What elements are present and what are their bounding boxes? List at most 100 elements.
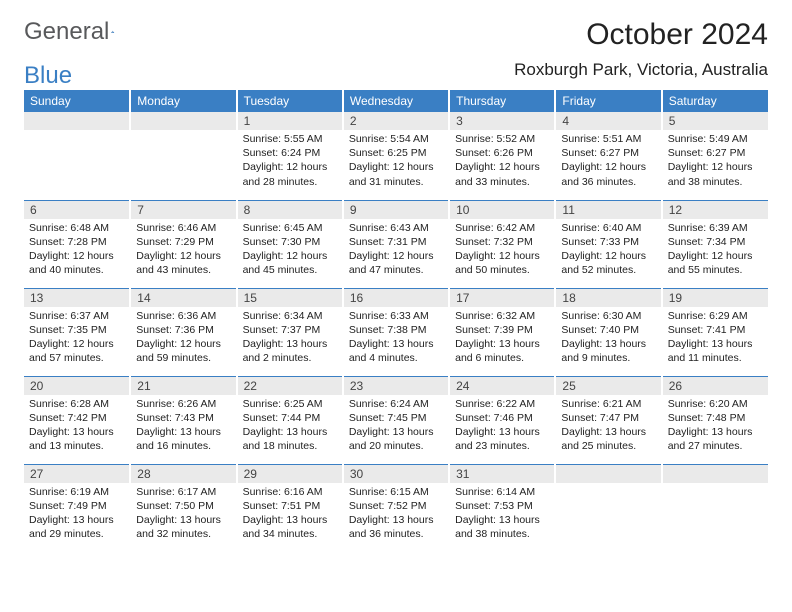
day-d1: Daylight: 13 hours [561,337,655,351]
day-number: 13 [24,289,129,307]
day-d1: Daylight: 12 hours [455,249,549,263]
day-sunset: Sunset: 6:25 PM [349,146,443,160]
day-d1: Daylight: 12 hours [349,249,443,263]
day-sunrise: Sunrise: 6:24 AM [349,397,443,411]
day-number [131,112,235,130]
brand-part2: Blue [24,62,72,90]
day-d2: and 47 minutes. [349,263,443,277]
day-number: 27 [24,465,129,483]
day-number: 14 [131,289,235,307]
calendar-day-cell: 10Sunrise: 6:42 AMSunset: 7:32 PMDayligh… [449,200,555,288]
calendar-week-row: 20Sunrise: 6:28 AMSunset: 7:42 PMDayligh… [24,376,768,464]
calendar-week-row: 27Sunrise: 6:19 AMSunset: 7:49 PMDayligh… [24,464,768,552]
weekday-header: Tuesday [237,90,343,112]
day-sunset: Sunset: 7:47 PM [561,411,655,425]
day-number: 15 [238,289,342,307]
day-number: 31 [450,465,554,483]
day-sunrise: Sunrise: 6:34 AM [243,309,337,323]
day-details: Sunrise: 6:36 AMSunset: 7:36 PMDaylight:… [131,307,235,370]
day-d2: and 23 minutes. [455,439,549,453]
day-sunset: Sunset: 7:35 PM [29,323,124,337]
calendar-day-cell: 8Sunrise: 6:45 AMSunset: 7:30 PMDaylight… [237,200,343,288]
day-sunrise: Sunrise: 6:43 AM [349,221,443,235]
weekday-header: Friday [555,90,661,112]
day-sunset: Sunset: 6:27 PM [668,146,763,160]
day-d2: and 38 minutes. [455,527,549,541]
day-sunset: Sunset: 7:28 PM [29,235,124,249]
day-number: 25 [556,377,660,395]
day-sunset: Sunset: 7:39 PM [455,323,549,337]
day-details: Sunrise: 6:34 AMSunset: 7:37 PMDaylight:… [238,307,342,370]
day-number: 26 [663,377,768,395]
day-number [24,112,129,130]
day-details: Sunrise: 6:14 AMSunset: 7:53 PMDaylight:… [450,483,554,546]
day-sunset: Sunset: 7:44 PM [243,411,337,425]
day-number: 16 [344,289,448,307]
calendar-day-cell: 31Sunrise: 6:14 AMSunset: 7:53 PMDayligh… [449,464,555,552]
day-details: Sunrise: 6:37 AMSunset: 7:35 PMDaylight:… [24,307,129,370]
day-d1: Daylight: 12 hours [349,160,443,174]
day-d1: Daylight: 12 hours [29,337,124,351]
calendar-day-cell: 7Sunrise: 6:46 AMSunset: 7:29 PMDaylight… [130,200,236,288]
calendar-day-cell: 2Sunrise: 5:54 AMSunset: 6:25 PMDaylight… [343,112,449,200]
day-number: 4 [556,112,660,130]
day-d1: Daylight: 13 hours [455,513,549,527]
day-details: Sunrise: 6:22 AMSunset: 7:46 PMDaylight:… [450,395,554,458]
calendar-day-cell: 9Sunrise: 6:43 AMSunset: 7:31 PMDaylight… [343,200,449,288]
day-d2: and 2 minutes. [243,351,337,365]
day-d1: Daylight: 13 hours [136,513,230,527]
day-sunset: Sunset: 7:38 PM [349,323,443,337]
calendar-day-cell [130,112,236,200]
calendar-day-cell: 4Sunrise: 5:51 AMSunset: 6:27 PMDaylight… [555,112,661,200]
day-details: Sunrise: 6:33 AMSunset: 7:38 PMDaylight:… [344,307,448,370]
day-details: Sunrise: 6:46 AMSunset: 7:29 PMDaylight:… [131,219,235,282]
day-number: 3 [450,112,554,130]
day-sunrise: Sunrise: 5:54 AM [349,132,443,146]
calendar-day-cell: 21Sunrise: 6:26 AMSunset: 7:43 PMDayligh… [130,376,236,464]
calendar-day-cell: 29Sunrise: 6:16 AMSunset: 7:51 PMDayligh… [237,464,343,552]
day-sunrise: Sunrise: 6:30 AM [561,309,655,323]
day-d1: Daylight: 12 hours [136,337,230,351]
day-sunrise: Sunrise: 6:21 AM [561,397,655,411]
day-sunset: Sunset: 6:24 PM [243,146,337,160]
day-details: Sunrise: 6:28 AMSunset: 7:42 PMDaylight:… [24,395,129,458]
day-d1: Daylight: 13 hours [455,425,549,439]
day-details: Sunrise: 6:15 AMSunset: 7:52 PMDaylight:… [344,483,448,546]
day-details: Sunrise: 6:21 AMSunset: 7:47 PMDaylight:… [556,395,660,458]
day-sunrise: Sunrise: 6:22 AM [455,397,549,411]
day-d2: and 59 minutes. [136,351,230,365]
day-sunrise: Sunrise: 5:55 AM [243,132,337,146]
brand-logo: General [24,18,135,46]
day-details: Sunrise: 6:26 AMSunset: 7:43 PMDaylight:… [131,395,235,458]
day-d2: and 43 minutes. [136,263,230,277]
day-d1: Daylight: 13 hours [349,513,443,527]
day-d2: and 38 minutes. [668,175,763,189]
day-sunrise: Sunrise: 6:46 AM [136,221,230,235]
day-details: Sunrise: 5:49 AMSunset: 6:27 PMDaylight:… [663,130,768,193]
day-d1: Daylight: 13 hours [349,337,443,351]
day-sunrise: Sunrise: 6:29 AM [668,309,763,323]
day-sunrise: Sunrise: 6:32 AM [455,309,549,323]
calendar-day-cell: 20Sunrise: 6:28 AMSunset: 7:42 PMDayligh… [24,376,130,464]
day-details: Sunrise: 5:52 AMSunset: 6:26 PMDaylight:… [450,130,554,193]
day-sunrise: Sunrise: 6:20 AM [668,397,763,411]
day-number: 1 [238,112,342,130]
day-number: 10 [450,201,554,219]
day-d1: Daylight: 12 hours [29,249,124,263]
calendar-day-cell: 16Sunrise: 6:33 AMSunset: 7:38 PMDayligh… [343,288,449,376]
calendar-day-cell: 13Sunrise: 6:37 AMSunset: 7:35 PMDayligh… [24,288,130,376]
day-number [556,465,660,483]
day-sunset: Sunset: 7:40 PM [561,323,655,337]
day-d1: Daylight: 13 hours [243,513,337,527]
day-d1: Daylight: 13 hours [136,425,230,439]
day-sunrise: Sunrise: 6:45 AM [243,221,337,235]
day-d1: Daylight: 12 hours [561,249,655,263]
day-d2: and 34 minutes. [243,527,337,541]
calendar-day-cell: 3Sunrise: 5:52 AMSunset: 6:26 PMDaylight… [449,112,555,200]
day-sunset: Sunset: 7:36 PM [136,323,230,337]
day-details: Sunrise: 6:45 AMSunset: 7:30 PMDaylight:… [238,219,342,282]
day-d2: and 50 minutes. [455,263,549,277]
day-d2: and 27 minutes. [668,439,763,453]
day-d1: Daylight: 12 hours [243,249,337,263]
brand-part1: General [24,18,109,46]
